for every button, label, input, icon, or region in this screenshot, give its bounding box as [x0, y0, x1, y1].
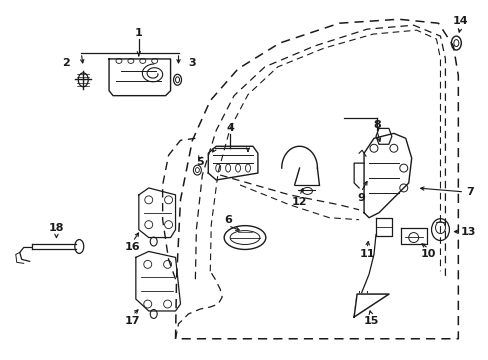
Text: 9: 9 [356, 193, 364, 203]
Text: 2: 2 [62, 58, 70, 68]
Text: 11: 11 [359, 249, 374, 260]
Text: 1: 1 [135, 28, 142, 38]
Text: 14: 14 [451, 16, 467, 26]
Text: 3: 3 [188, 58, 196, 68]
Text: 5: 5 [196, 157, 203, 167]
Text: 6: 6 [224, 215, 232, 225]
Text: 13: 13 [460, 226, 475, 237]
Text: 10: 10 [420, 249, 435, 260]
Text: 8: 8 [372, 121, 380, 130]
Text: 16: 16 [125, 243, 141, 252]
Text: 15: 15 [363, 316, 378, 326]
Polygon shape [353, 294, 388, 317]
Text: 4: 4 [226, 123, 234, 134]
Text: 12: 12 [291, 197, 306, 207]
Text: 7: 7 [466, 187, 473, 197]
Text: 17: 17 [125, 316, 141, 326]
Text: 18: 18 [49, 222, 64, 233]
